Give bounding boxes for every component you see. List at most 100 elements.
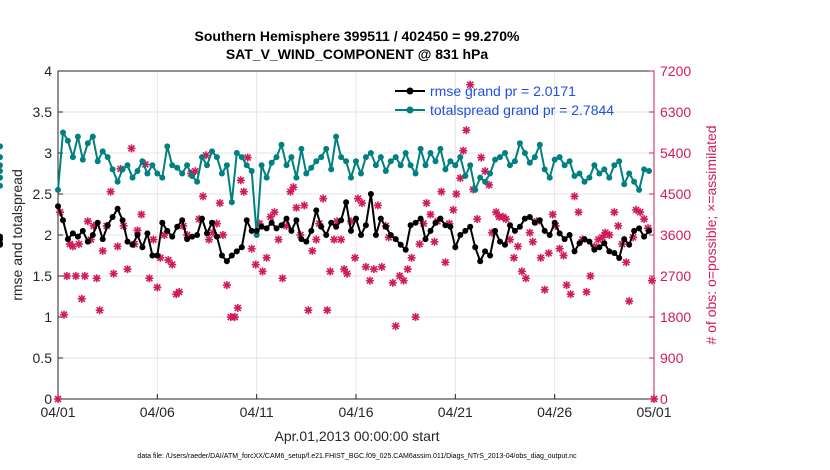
rmse-point	[134, 232, 141, 238]
rmse-point	[159, 219, 166, 226]
totalspread-point	[586, 174, 593, 181]
rmse-point	[144, 230, 151, 237]
rmse-point	[531, 219, 538, 226]
totalspread-point	[184, 162, 191, 169]
rmse-point	[238, 244, 245, 251]
obs-marker	[308, 246, 317, 255]
rmse-point	[228, 252, 235, 259]
totalspread-point	[367, 150, 374, 156]
rmse-series	[0, 191, 652, 265]
totalspread-point	[447, 158, 454, 165]
obs-marker	[358, 199, 366, 208]
totalspread-point	[422, 162, 429, 169]
obs-marker	[610, 208, 619, 217]
rmse-point	[283, 215, 290, 222]
totalspread-point	[174, 164, 181, 171]
rmse-point	[387, 232, 394, 238]
obs-marker	[528, 237, 537, 246]
obs-marker	[377, 262, 386, 271]
totalspread-point	[432, 158, 439, 165]
rmse-point	[616, 255, 623, 261]
obs-marker	[536, 253, 545, 262]
totalspread-point	[581, 178, 588, 185]
obs-marker	[62, 272, 71, 280]
totalspread-point	[571, 173, 578, 179]
obs-marker	[340, 265, 349, 274]
totalspread-point	[507, 162, 513, 169]
rmse-point	[204, 230, 210, 237]
grid-lines	[57, 70, 655, 400]
obs-marker	[517, 267, 526, 276]
rmse-point	[84, 238, 91, 245]
rmse-point	[348, 227, 354, 234]
totalspread-point	[253, 232, 260, 238]
obs-marker	[74, 240, 83, 249]
obs-marker	[544, 249, 553, 258]
rmse-point	[507, 222, 513, 229]
rmse-point	[571, 248, 578, 255]
totalspread-point	[492, 156, 499, 163]
totalspread-point	[611, 162, 618, 169]
obs-marker	[330, 235, 339, 244]
legend-rmse-marker	[406, 87, 414, 95]
totalspread-point	[343, 158, 350, 165]
obs-marker	[430, 237, 439, 246]
obs-marker	[614, 221, 623, 230]
obs-marker	[215, 199, 224, 208]
totalspread-point	[129, 174, 136, 181]
totalspread-point	[626, 170, 633, 177]
obs-marker	[113, 242, 122, 251]
rmse-point	[561, 236, 568, 243]
obs-marker	[605, 231, 614, 239]
totalspread-point	[641, 166, 648, 173]
totalspread-point	[84, 140, 91, 147]
totalspread-point	[104, 154, 111, 161]
totalspread-point	[372, 162, 379, 169]
obs-marker	[373, 201, 382, 210]
rmse-point	[402, 246, 409, 253]
rmse-point	[164, 227, 171, 234]
x-tick-label: 04/06	[140, 404, 175, 420]
rmse-point	[268, 219, 275, 226]
x-axis: 04/01 04/06 04/11 04/16 04/21 04/26 05/01	[40, 394, 672, 420]
totalspread-point	[521, 150, 528, 156]
totalspread-point	[119, 166, 126, 173]
rmse-point	[69, 230, 76, 237]
rmse-point	[457, 232, 464, 238]
obs-marker	[60, 310, 68, 319]
rmse-point	[323, 232, 330, 238]
obs-marker	[92, 274, 101, 283]
y-axis-label: rmse and totalspread	[9, 169, 25, 301]
y-tick-label: 3	[44, 145, 52, 161]
y-tick-label: 0	[44, 391, 52, 407]
obs-marker	[262, 253, 271, 262]
rmse-point	[382, 223, 389, 230]
rmse-point	[621, 236, 628, 243]
totalspread-point	[387, 158, 394, 165]
totalspread-point	[248, 168, 255, 174]
rmse-point	[367, 191, 374, 197]
totalspread-point	[298, 145, 305, 152]
obs-marker	[391, 322, 400, 331]
obs-marker	[640, 215, 649, 224]
rmse-point	[591, 246, 598, 253]
obs-marker	[77, 294, 86, 303]
totalspread-point	[273, 154, 280, 161]
right-axis: 0 900 1800 2700 3600 4500 5400 6300 7200	[649, 63, 691, 407]
y-right-tick-label: 6300	[660, 104, 691, 120]
rmse-point	[258, 223, 265, 230]
obs-marker	[326, 267, 335, 276]
rmse-point	[427, 227, 434, 234]
totalspread-point	[213, 154, 220, 161]
rmse-point	[129, 241, 136, 248]
totalspread-point	[531, 154, 538, 161]
obs-marker	[145, 274, 154, 283]
rmse-point	[328, 219, 335, 226]
totalspread-point	[0, 168, 3, 174]
rmse-point	[516, 223, 523, 230]
totalspread-point	[407, 162, 414, 169]
x-axis-label: Apr.01,2013 00:00:00 start	[274, 428, 439, 444]
rmse-point	[377, 215, 384, 222]
totalspread-point	[79, 156, 86, 163]
